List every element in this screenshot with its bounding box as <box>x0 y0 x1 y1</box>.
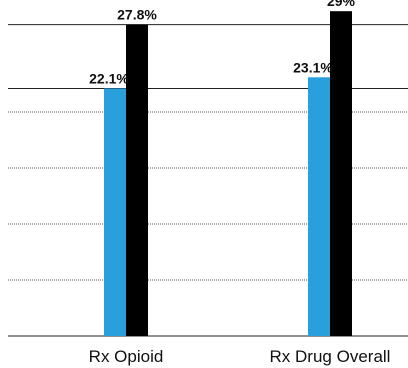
x-tick-label-1: Rx Drug Overall <box>270 347 391 366</box>
bar-0-1 <box>126 24 148 336</box>
bars <box>104 11 352 336</box>
value-label-0-1: 27.8% <box>117 7 157 23</box>
data-labels: 22.1% 27.8% 23.1% 29% <box>89 0 355 86</box>
value-label-0-0: 22.1% <box>89 70 129 86</box>
bar-1-1 <box>330 11 352 336</box>
bar-1-0 <box>308 77 330 336</box>
x-tick-label-0: Rx Opioid <box>89 347 164 366</box>
value-label-1-0: 23.1% <box>293 59 333 75</box>
x-axis-ticks: Rx Opioid Rx Drug Overall <box>89 347 391 366</box>
value-label-1-1: 29% <box>327 0 356 9</box>
bar-0-0 <box>104 88 126 336</box>
